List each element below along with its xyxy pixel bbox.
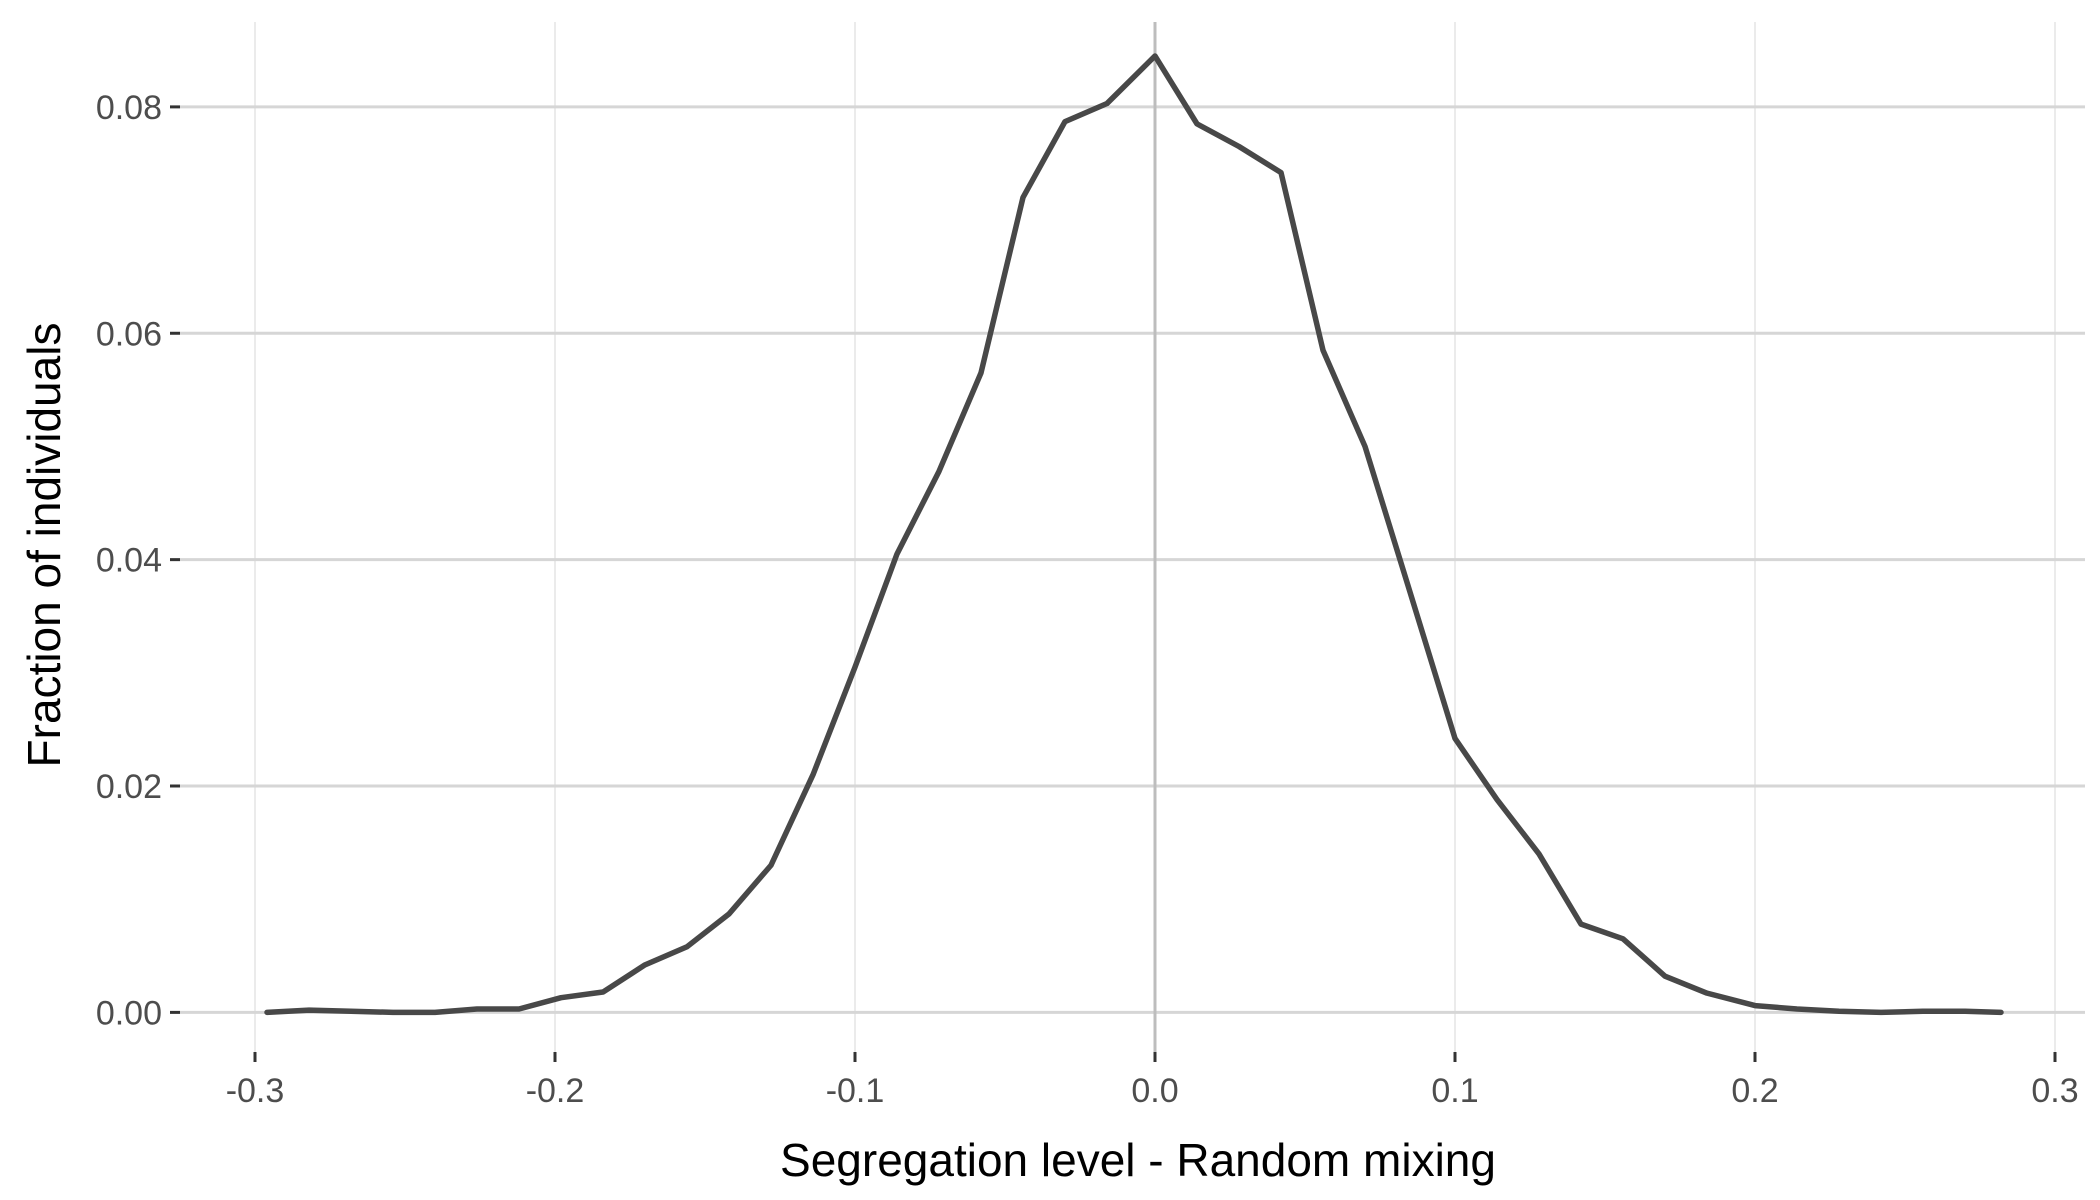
- y-tick-label: 0.00: [96, 994, 162, 1032]
- y-axis-title: Fraction of individuals: [18, 323, 70, 768]
- x-tick-label: -0.1: [826, 1072, 885, 1110]
- major-gridlines: [180, 105, 2085, 1014]
- x-tick-label: 0.1: [1431, 1072, 1478, 1110]
- x-tick-label: 0.3: [2031, 1072, 2078, 1110]
- x-tick-label: 0.2: [1731, 1072, 1778, 1110]
- x-axis-title: Segregation level - Random mixing: [780, 1134, 1496, 1186]
- series-group: [264, 53, 2004, 1016]
- x-tick-label: 0.0: [1131, 1072, 1178, 1110]
- y-tick-label: 0.08: [96, 89, 162, 127]
- series-line: [264, 53, 2004, 1016]
- y-tick-label: 0.06: [96, 315, 162, 353]
- y-tick-label: 0.04: [96, 542, 162, 580]
- y-tick-label: 0.02: [96, 768, 162, 806]
- x-tick-label: -0.2: [526, 1072, 585, 1110]
- tick-labels: -0.3 -0.2 -0.1 0.0 0.1 0.2 0.3 0.00 0.02 0.04 0.06…: [96, 89, 2079, 1110]
- minor-gridlines: [254, 22, 2056, 1052]
- tick-marks: [170, 105, 2057, 1062]
- x-tick-label: -0.3: [226, 1072, 285, 1110]
